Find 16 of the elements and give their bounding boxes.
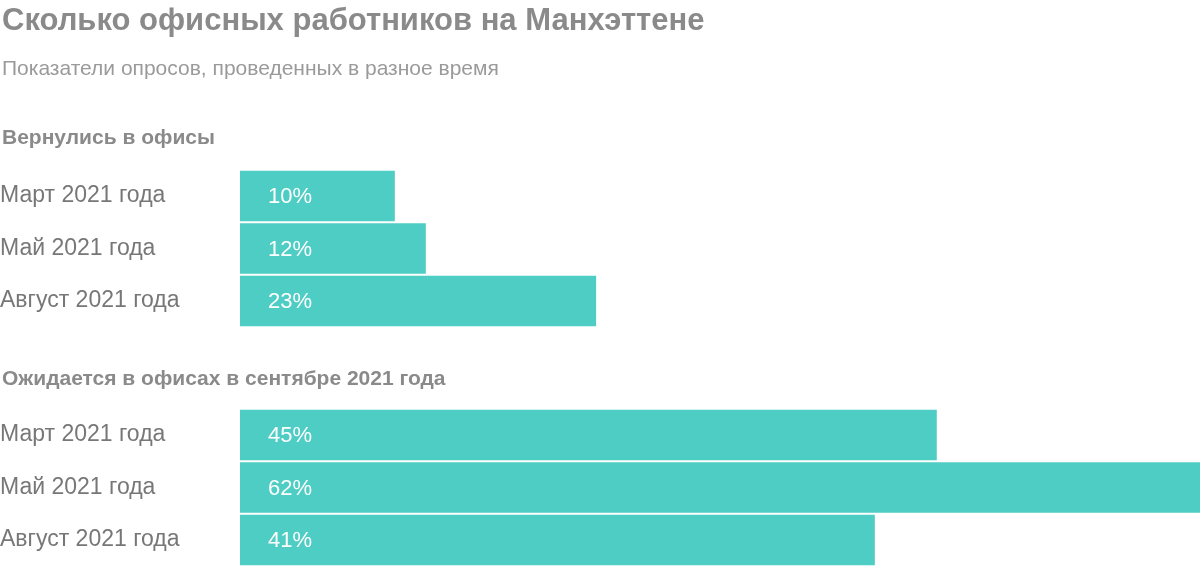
data-label: 45% — [268, 422, 313, 448]
data-label: 41% — [268, 527, 313, 553]
data-label: 23% — [268, 288, 313, 314]
y-tick-label: Март 2021 года — [0, 181, 166, 208]
data-label: 62% — [268, 474, 313, 500]
data-label: 12% — [268, 235, 313, 261]
y-tick-label: Май 2021 года — [0, 472, 156, 499]
y-tick-label: Август 2021 года — [0, 286, 180, 313]
data-label: 10% — [268, 183, 313, 209]
chart-title: Сколько офисных работников на Манхэттене — [2, 2, 705, 38]
y-tick-label: Март 2021 года — [0, 420, 166, 447]
y-tick-label: Май 2021 года — [0, 233, 156, 260]
y-tick-label: Август 2021 года — [0, 525, 180, 552]
text: Вернулись в офисы — [2, 125, 215, 149]
chart-subtitle: Показатели опросов, проведенных в разное время — [2, 56, 499, 80]
chart-title: Ожидается в офисах в сентябре 2021 года — [2, 366, 446, 390]
